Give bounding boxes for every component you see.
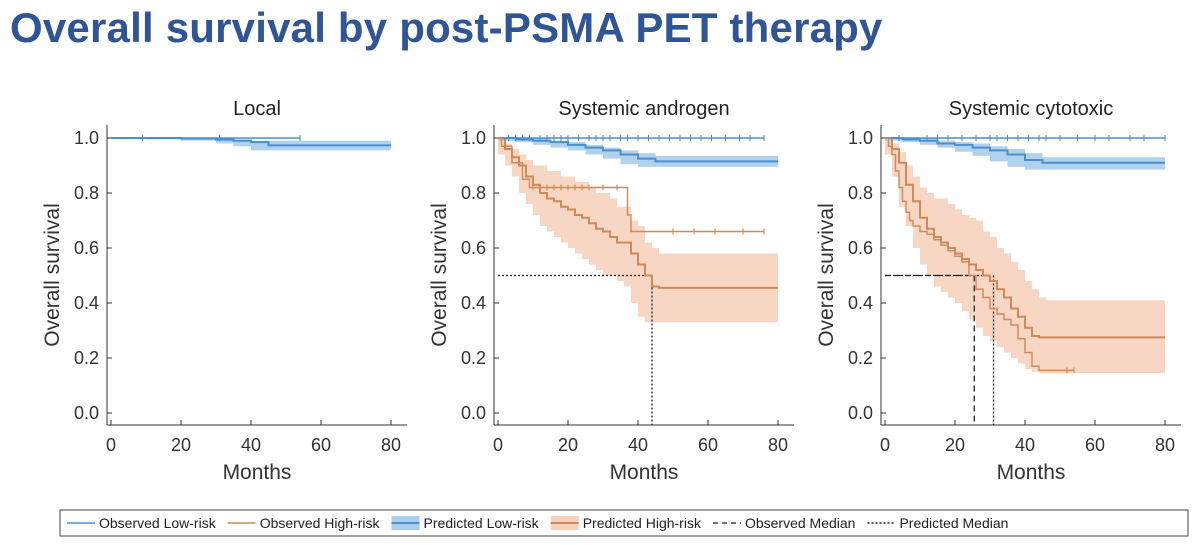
- x-tick-label: 0: [493, 435, 503, 455]
- y-tick-label: 0.4: [848, 293, 873, 313]
- y-tick-label: 0.6: [461, 238, 486, 258]
- x-tick-label: 0: [880, 435, 890, 455]
- x-tick-label: 0: [106, 435, 116, 455]
- legend-label: Predicted Median: [899, 515, 1008, 531]
- x-tick-label: 20: [945, 435, 965, 455]
- low-predicted-line: [498, 137, 778, 163]
- legend-label: Predicted High-risk: [583, 515, 702, 531]
- x-tick-label: 20: [558, 435, 578, 455]
- y-tick-label: 0.0: [461, 403, 486, 423]
- panel-title: Systemic androgen: [558, 98, 729, 120]
- low-band-band: [111, 138, 391, 151]
- slide-title: Overall survival by post-PSMA PET therap…: [10, 4, 883, 51]
- legend-item: Observed Low-risk: [67, 515, 217, 531]
- y-tick-label: 1.0: [848, 128, 873, 148]
- y-tick-label: 0.2: [461, 348, 486, 368]
- x-tick-label: 80: [768, 435, 788, 455]
- y-axis-label: Overall survival: [428, 203, 451, 347]
- legend-item: Predicted Low-risk: [391, 515, 540, 531]
- high-predicted-line: [885, 137, 1165, 339]
- y-tick-label: 0.2: [74, 348, 99, 368]
- low-predicted-line: [885, 137, 1165, 164]
- high-observed-line: [885, 137, 1074, 372]
- x-tick-label: 40: [628, 435, 648, 455]
- high-band-band: [498, 138, 778, 323]
- x-axis-label: Months: [610, 461, 679, 484]
- x-tick-label: 20: [171, 435, 191, 455]
- x-tick-label: 60: [1085, 435, 1105, 455]
- legend-item: Predicted High-risk: [550, 515, 702, 531]
- y-tick-label: 0.0: [848, 403, 873, 423]
- panel-title: Local: [233, 98, 281, 120]
- y-tick-label: 0.4: [461, 293, 486, 313]
- y-tick-label: 0.4: [74, 293, 99, 313]
- low-band-band: [498, 138, 778, 167]
- high-predicted-line: [498, 137, 778, 289]
- panel-2: Systemic androgen 0 20 40 60 80 0.0 0.2 0.4 0.6 0.…: [428, 98, 794, 484]
- legend-label: Predicted Low-risk: [424, 515, 540, 531]
- x-tick-label: 60: [311, 435, 331, 455]
- y-tick-label: 0.6: [74, 238, 99, 258]
- legend-label: Observed Median: [745, 515, 856, 531]
- panel-1: Local 0 20 40 60 80 0.0 0.2 0.4 0.6 0.8 1.0 Months Ov…: [41, 98, 407, 484]
- y-axis-label: Overall survival: [815, 203, 838, 347]
- legend-label: Observed Low-risk: [99, 515, 217, 531]
- x-tick-label: 80: [381, 435, 401, 455]
- y-axis-label: Overall survival: [41, 203, 64, 347]
- legend-item: Predicted Median: [867, 515, 1008, 531]
- y-tick-label: 0.8: [461, 183, 486, 203]
- y-tick-label: 0.2: [848, 348, 873, 368]
- panel-title: Systemic cytotoxic: [949, 98, 1113, 120]
- y-tick-label: 1.0: [74, 128, 99, 148]
- y-tick-label: 0.0: [74, 403, 99, 423]
- legend: Observed Low-risk Observed High-risk Predi…: [59, 509, 1189, 537]
- y-tick-label: 1.0: [461, 128, 486, 148]
- high-band-band: [885, 138, 1165, 374]
- x-tick-label: 40: [1015, 435, 1035, 455]
- legend-label: Observed High-risk: [260, 515, 381, 531]
- high-observed-line: [498, 137, 764, 233]
- x-tick-label: 80: [1155, 435, 1175, 455]
- legend-item: Observed Median: [712, 515, 856, 531]
- y-tick-label: 0.8: [74, 183, 99, 203]
- y-tick-label: 0.8: [848, 183, 873, 203]
- legend-item: Observed High-risk: [227, 515, 381, 531]
- panel-3: Systemic cytotoxic 0 20 40 60 80 0.0 0.2 0.4 0.6 0…: [815, 98, 1181, 484]
- x-tick-label: 60: [698, 435, 718, 455]
- x-axis-label: Months: [223, 461, 292, 484]
- y-tick-label: 0.6: [848, 238, 873, 258]
- x-axis-label: Months: [997, 461, 1066, 484]
- x-tick-label: 40: [241, 435, 261, 455]
